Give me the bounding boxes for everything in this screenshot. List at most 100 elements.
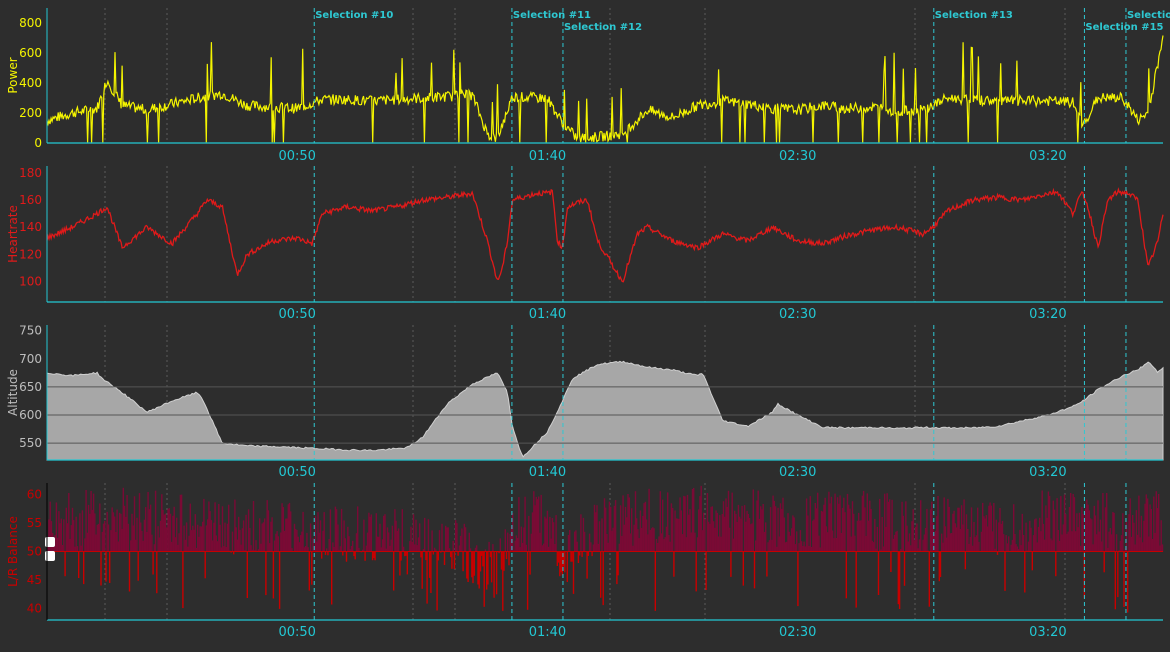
lr-bar xyxy=(1017,549,1020,552)
lr-bar xyxy=(580,514,582,552)
lr-bar xyxy=(569,530,571,552)
lr-bar xyxy=(96,524,98,552)
lr-bar xyxy=(1094,515,1097,552)
lr-bar xyxy=(683,495,685,552)
lr-bar xyxy=(810,547,813,552)
lr-bar xyxy=(1086,499,1088,552)
lr-bar xyxy=(772,495,774,552)
lr-bar xyxy=(112,512,115,552)
lr-bar xyxy=(854,535,856,552)
lr-bar xyxy=(127,523,129,552)
lr-bar xyxy=(262,522,265,552)
lr-bar xyxy=(831,530,834,552)
lr-bar xyxy=(618,543,620,552)
lr-bar xyxy=(844,512,846,552)
lr-bar xyxy=(348,536,350,552)
lr-bar xyxy=(130,540,132,552)
lr-bar xyxy=(380,547,382,552)
lr-bar xyxy=(461,528,463,552)
lr-bar xyxy=(159,520,162,552)
lr-bar xyxy=(575,530,577,552)
lr-bar xyxy=(617,551,619,576)
lr-bar xyxy=(639,510,642,552)
lr-bar xyxy=(168,508,170,552)
lr-bar xyxy=(428,551,431,578)
power-xtick-label: 01:40 xyxy=(529,149,566,164)
lr-bar xyxy=(633,524,635,552)
lr-bar xyxy=(283,530,286,552)
lr-bar xyxy=(143,519,146,552)
lr-bar xyxy=(500,551,503,570)
lr-bar xyxy=(548,546,550,552)
lr-bar xyxy=(323,512,325,552)
lr-bar xyxy=(1055,551,1057,577)
lr-bar xyxy=(1158,494,1160,552)
lr-bar xyxy=(1089,518,1092,552)
lr-bar xyxy=(693,487,695,552)
lr-bar xyxy=(421,551,423,589)
lr-bar xyxy=(405,551,407,556)
lr-bar xyxy=(250,545,252,552)
lr-bar xyxy=(564,551,566,573)
lr-bar xyxy=(953,510,955,552)
lr-bar xyxy=(433,547,436,552)
lr-bar xyxy=(729,527,731,552)
lr-bar xyxy=(794,544,797,552)
lr-bar xyxy=(53,544,55,552)
lr-bar xyxy=(855,551,857,608)
lr-bar xyxy=(226,523,229,552)
lr-bar xyxy=(975,535,978,552)
lr-bar xyxy=(162,510,164,552)
lr-bar xyxy=(583,531,586,552)
lr-bar xyxy=(963,499,965,552)
lr-bar xyxy=(908,533,911,552)
lr-bar xyxy=(277,536,279,552)
lr-bar xyxy=(1019,529,1021,552)
lr-bar xyxy=(154,490,157,552)
lr-bar xyxy=(231,531,234,552)
lr-bar xyxy=(562,551,565,567)
lr-bar xyxy=(654,551,656,611)
lr-bar xyxy=(875,548,877,552)
lr-bar xyxy=(484,549,487,552)
lr-bar xyxy=(561,551,563,576)
lr-bar xyxy=(809,496,811,552)
lr-bar xyxy=(557,551,560,563)
lr-bar xyxy=(710,506,712,552)
lr-bar xyxy=(814,503,816,552)
lr-bar xyxy=(600,551,602,598)
lr-bar xyxy=(703,512,705,552)
lr-bar xyxy=(1128,514,1130,552)
lr-bar xyxy=(71,507,74,552)
lr-bar xyxy=(350,546,353,552)
lr-bar xyxy=(849,508,851,552)
lr-bar xyxy=(335,509,338,552)
lr-bar xyxy=(907,541,909,552)
lr-bar xyxy=(355,533,358,552)
lr-bar xyxy=(1161,544,1164,552)
lr-bar xyxy=(634,491,637,552)
lr-bar xyxy=(662,499,664,552)
lr-bar xyxy=(1006,543,1009,552)
lr-bar xyxy=(373,551,375,559)
lr-bar xyxy=(337,524,339,552)
lr-bar xyxy=(515,535,518,552)
lr-bar xyxy=(644,501,647,552)
lr-bar xyxy=(58,511,60,552)
lr-bar xyxy=(1008,536,1010,552)
lr-bar xyxy=(840,533,842,552)
lr-bar xyxy=(1132,515,1134,552)
lr-bar xyxy=(307,547,309,552)
lr-bar xyxy=(65,507,67,552)
heartrate-ytick-label: 120 xyxy=(19,247,42,261)
lr-bar xyxy=(91,509,93,552)
lr-bar xyxy=(332,542,334,552)
lr-balance-xtick-label: 03:20 xyxy=(1029,625,1066,640)
lr-bar xyxy=(579,551,581,556)
lr-bar xyxy=(280,532,282,552)
lr-bar xyxy=(199,526,201,552)
lr-bar xyxy=(245,514,247,552)
lr-bar xyxy=(559,551,561,577)
lr-bar xyxy=(176,517,178,552)
lr-bar xyxy=(947,498,949,552)
